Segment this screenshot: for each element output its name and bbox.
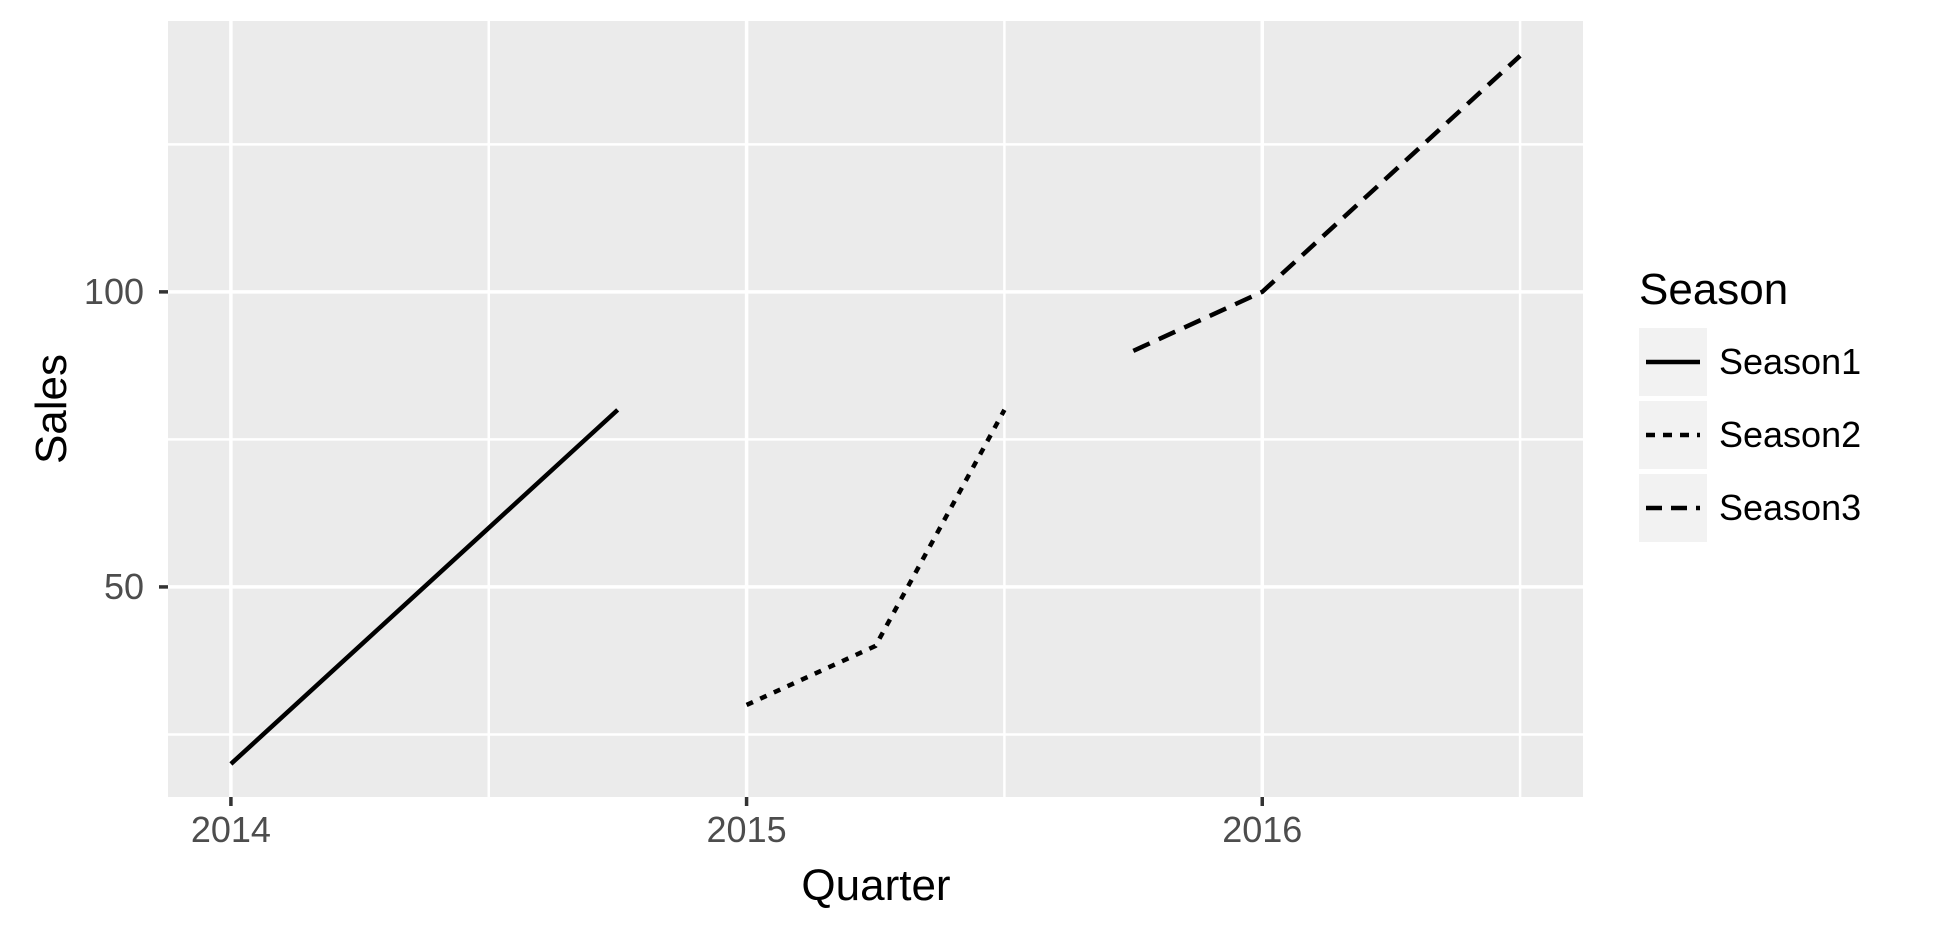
legend-label: Season1: [1719, 341, 1862, 382]
legend-label: Season3: [1719, 487, 1862, 528]
y-tick-label: 100: [83, 270, 144, 312]
legend-entry-season1: Season1: [1639, 328, 1929, 396]
legend: Season Season1 Season2 Season3: [1639, 264, 1929, 547]
y-axis-title: Sales: [27, 353, 76, 465]
x-tick-label: 2016: [1222, 809, 1303, 850]
x-tick-label: 2015: [706, 809, 787, 850]
x-axis-title: Quarter: [801, 861, 951, 910]
series-line-season1: [229, 408, 620, 766]
legend-entry-season2: Season2: [1639, 401, 1929, 469]
legend-entry-season3: Season3: [1639, 474, 1929, 542]
plot-panel: [168, 21, 1583, 797]
legend-label: Season2: [1719, 414, 1862, 455]
series-line-season2: [745, 408, 1007, 707]
legend-key-dashed-line-icon: [1639, 474, 1707, 542]
legend-title: Season: [1639, 265, 1789, 314]
x-tick-label: 2014: [190, 809, 271, 850]
y-tick-label: 50: [103, 565, 144, 607]
legend-key-dotted-line-icon: [1639, 401, 1707, 469]
series-line-season3: [1132, 54, 1522, 353]
legend-key-solid-line-icon: [1639, 328, 1707, 396]
